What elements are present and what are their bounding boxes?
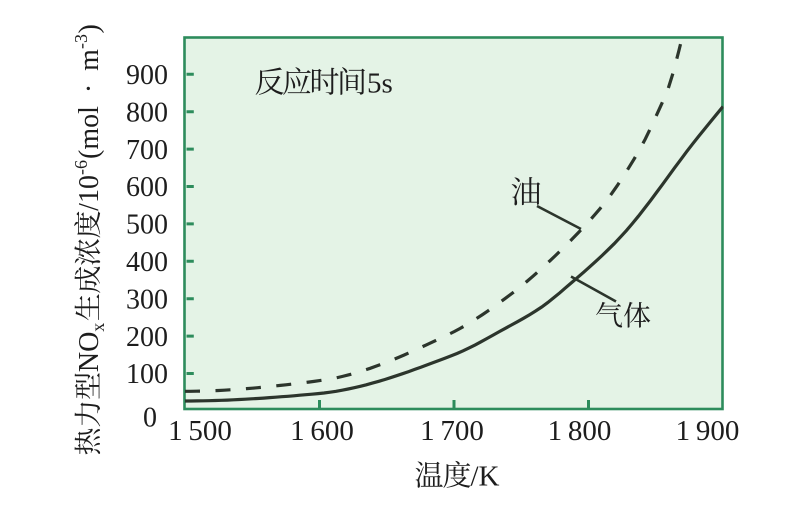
svg-text:900: 900	[126, 60, 168, 91]
svg-text:100: 100	[126, 359, 168, 390]
svg-text:1 900: 1 900	[676, 415, 740, 447]
svg-text:800: 800	[126, 97, 168, 128]
svg-text:-6: -6	[71, 160, 91, 175]
svg-text:1 500: 1 500	[168, 415, 232, 447]
svg-text:300: 300	[126, 284, 168, 315]
svg-text:/K: /K	[471, 461, 500, 493]
svg-text:5s: 5s	[367, 68, 393, 100]
svg-text:NO: NO	[74, 332, 105, 372]
svg-text:-3: -3	[71, 34, 91, 49]
svg-text:600: 600	[126, 172, 168, 203]
svg-text:m: m	[74, 49, 105, 71]
svg-text:1 800: 1 800	[548, 415, 612, 447]
svg-text:(mol: (mol	[74, 106, 105, 159]
svg-text:400: 400	[126, 247, 168, 278]
svg-text:/10: /10	[74, 175, 105, 211]
svg-text:1 700: 1 700	[420, 415, 484, 447]
svg-text:200: 200	[126, 322, 168, 353]
svg-text:700: 700	[126, 135, 168, 166]
svg-text:·: ·	[74, 84, 105, 93]
svg-text:x: x	[88, 323, 108, 332]
svg-text:0: 0	[143, 403, 157, 434]
svg-text:1 600: 1 600	[290, 415, 354, 447]
svg-text:500: 500	[126, 210, 168, 241]
svg-text:): )	[74, 24, 105, 33]
